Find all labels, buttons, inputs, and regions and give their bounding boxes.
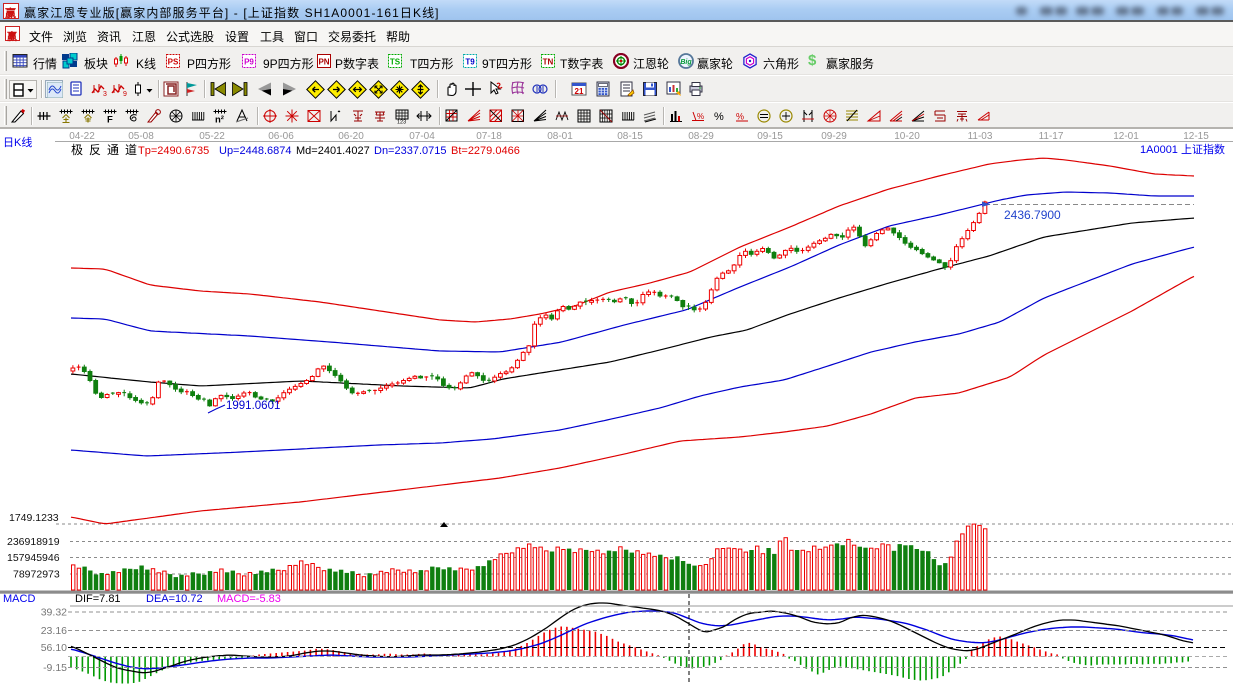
svg-text:2436.7900: 2436.7900 — [1004, 208, 1061, 222]
svg-text:Dn=2337.0715: Dn=2337.0715 — [374, 145, 446, 157]
svg-text:157945946: 157945946 — [7, 552, 60, 564]
svg-text:08-29: 08-29 — [688, 131, 714, 142]
svg-text:Md=2401.4027: Md=2401.4027 — [296, 145, 370, 157]
svg-text:11-03: 11-03 — [968, 131, 993, 142]
svg-text:1749.1233: 1749.1233 — [9, 512, 59, 524]
svg-text:日K线: 日K线 — [3, 135, 32, 149]
svg-text:123: 123 — [397, 120, 406, 125]
svg-text:DIF=7.81: DIF=7.81 — [75, 593, 121, 605]
svg-text:n²: n² — [215, 115, 224, 125]
svg-text:04-22: 04-22 — [69, 131, 95, 142]
svg-text:Up=2448.6874: Up=2448.6874 — [219, 145, 291, 157]
svg-text:MACD: MACD — [3, 593, 35, 605]
svg-text:06-06: 06-06 — [268, 131, 294, 142]
svg-text:1991.0601: 1991.0601 — [226, 400, 280, 412]
svg-text:12-15: 12-15 — [1183, 131, 1209, 142]
svg-text:1A0001 上证指数: 1A0001 上证指数 — [1140, 142, 1225, 156]
svg-text:Big: Big — [680, 59, 692, 66]
svg-text:TN: TN — [543, 58, 554, 67]
svg-text:Bt=2279.0466: Bt=2279.0466 — [451, 145, 520, 157]
svg-text:F: F — [107, 115, 113, 125]
svg-text:06-20: 06-20 — [338, 131, 364, 142]
svg-text:39.32: 39.32 — [41, 607, 67, 619]
svg-text:PN: PN — [318, 58, 329, 67]
svg-text:10-20: 10-20 — [894, 131, 920, 142]
svg-text:P9: P9 — [244, 58, 254, 67]
svg-text:%: % — [736, 112, 744, 122]
svg-text:07-04: 07-04 — [409, 131, 435, 142]
svg-text:07-18: 07-18 — [476, 131, 502, 142]
svg-text:11-17: 11-17 — [1039, 131, 1064, 142]
svg-text:%: % — [714, 111, 724, 123]
svg-text:DEA=10.72: DEA=10.72 — [146, 593, 203, 605]
svg-text:05-22: 05-22 — [199, 131, 225, 142]
svg-text:%: % — [697, 112, 704, 121]
svg-text:23.16: 23.16 — [41, 625, 67, 637]
svg-text:极反通道: 极反通道 — [71, 143, 137, 157]
svg-text:3: 3 — [103, 91, 107, 97]
svg-text:236918919: 236918919 — [7, 536, 60, 548]
svg-text:05-08: 05-08 — [128, 131, 154, 142]
svg-text:56.10: 56.10 — [41, 642, 67, 654]
svg-text:12-01: 12-01 — [1113, 131, 1139, 142]
svg-text:Tp=2490.6735: Tp=2490.6735 — [138, 145, 209, 157]
svg-text:78972973: 78972973 — [13, 569, 60, 581]
svg-text:09-15: 09-15 — [757, 131, 783, 142]
svg-text:08-01: 08-01 — [547, 131, 573, 142]
svg-text:08-15: 08-15 — [617, 131, 643, 142]
svg-text:MACD=-5.83: MACD=-5.83 — [217, 593, 281, 605]
svg-text:9: 9 — [123, 91, 127, 97]
svg-text:09-29: 09-29 — [821, 131, 847, 142]
svg-text:PS: PS — [168, 58, 179, 67]
svg-text:21: 21 — [575, 87, 584, 96]
svg-text:-9.15: -9.15 — [43, 662, 67, 674]
svg-text:TS: TS — [390, 58, 401, 67]
svg-text:T9: T9 — [465, 58, 475, 67]
